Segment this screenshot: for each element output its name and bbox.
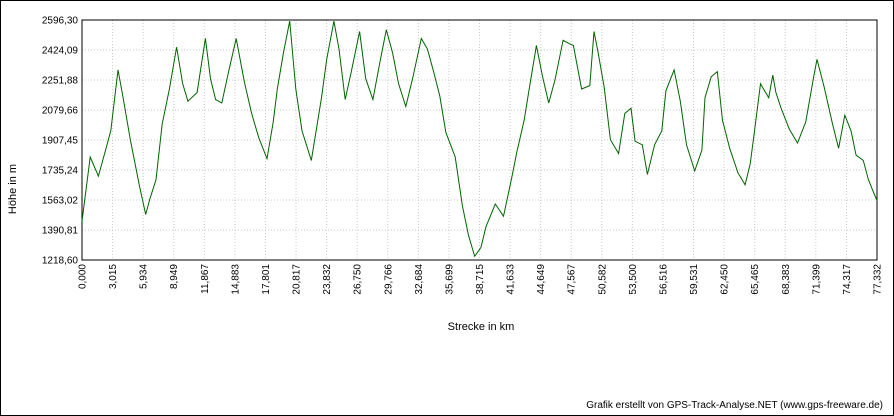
x-tick-label: 68,383 bbox=[781, 264, 792, 295]
x-tick-label: 20,817 bbox=[292, 264, 303, 295]
x-tick-label: 62,450 bbox=[720, 264, 731, 295]
x-tick-label: 0,000 bbox=[78, 264, 89, 289]
y-tick-label: 2424,09 bbox=[42, 46, 79, 57]
y-tick-label: 2251,88 bbox=[42, 76, 79, 87]
y-tick-label: 1563,02 bbox=[42, 196, 79, 207]
x-tick-label: 59,531 bbox=[689, 264, 700, 295]
y-tick-label: 1390,81 bbox=[42, 226, 79, 237]
x-tick-label: 77,332 bbox=[873, 264, 884, 295]
x-tick-label: 26,750 bbox=[353, 264, 364, 295]
plot-area-border bbox=[81, 19, 878, 261]
x-tick-label: 5,934 bbox=[139, 264, 150, 289]
x-axis-ticks: 0,000 3,015 5,934 8,949 11,867 14,883 17,801 20… bbox=[78, 264, 884, 295]
y-axis-label: Höhe in m bbox=[7, 163, 19, 215]
x-tick-label: 3,015 bbox=[108, 264, 119, 289]
x-tick-label: 47,567 bbox=[567, 264, 578, 295]
y-tick-label: 2596,30 bbox=[42, 16, 79, 27]
y-tick-label: 1907,45 bbox=[42, 136, 79, 147]
y-axis-ticks: 1218,60 1390,81 1563,02 1735,24 1907,45 2079,… bbox=[42, 16, 79, 267]
x-tick-label: 41,633 bbox=[506, 264, 517, 295]
elevation-profile-line bbox=[81, 21, 878, 258]
grid-lines bbox=[82, 20, 877, 260]
x-tick-label: 35,699 bbox=[444, 264, 455, 295]
x-tick-label: 50,582 bbox=[597, 264, 608, 295]
x-tick-label: 38,715 bbox=[475, 264, 486, 295]
y-tick-label: 1735,24 bbox=[42, 166, 79, 177]
credit-text: Grafik erstellt von GPS-Track-Analyse.NE… bbox=[586, 400, 883, 411]
x-tick-label: 29,766 bbox=[383, 264, 394, 295]
x-tick-label: 65,465 bbox=[750, 264, 761, 295]
y-axis-label-wrap: Höhe in m bbox=[3, 161, 23, 221]
x-tick-label: 11,867 bbox=[200, 264, 211, 294]
x-tick-label: 56,516 bbox=[658, 264, 669, 295]
y-tick-label: 2079,66 bbox=[42, 106, 79, 117]
x-tick-label: 53,500 bbox=[628, 264, 639, 295]
y-tick-label: 1218,60 bbox=[42, 256, 79, 267]
x-tick-label: 74,317 bbox=[842, 264, 853, 295]
x-tick-label: 14,883 bbox=[230, 264, 241, 295]
x-tick-label: 32,684 bbox=[414, 264, 425, 295]
x-tick-label: 71,399 bbox=[811, 264, 822, 295]
x-tick-label: 8,949 bbox=[169, 264, 180, 289]
x-axis-label: Strecke in km bbox=[447, 321, 515, 333]
x-tick-label: 23,832 bbox=[322, 264, 333, 295]
x-tick-label: 17,801 bbox=[261, 264, 272, 295]
x-tick-label: 44,649 bbox=[536, 264, 547, 295]
